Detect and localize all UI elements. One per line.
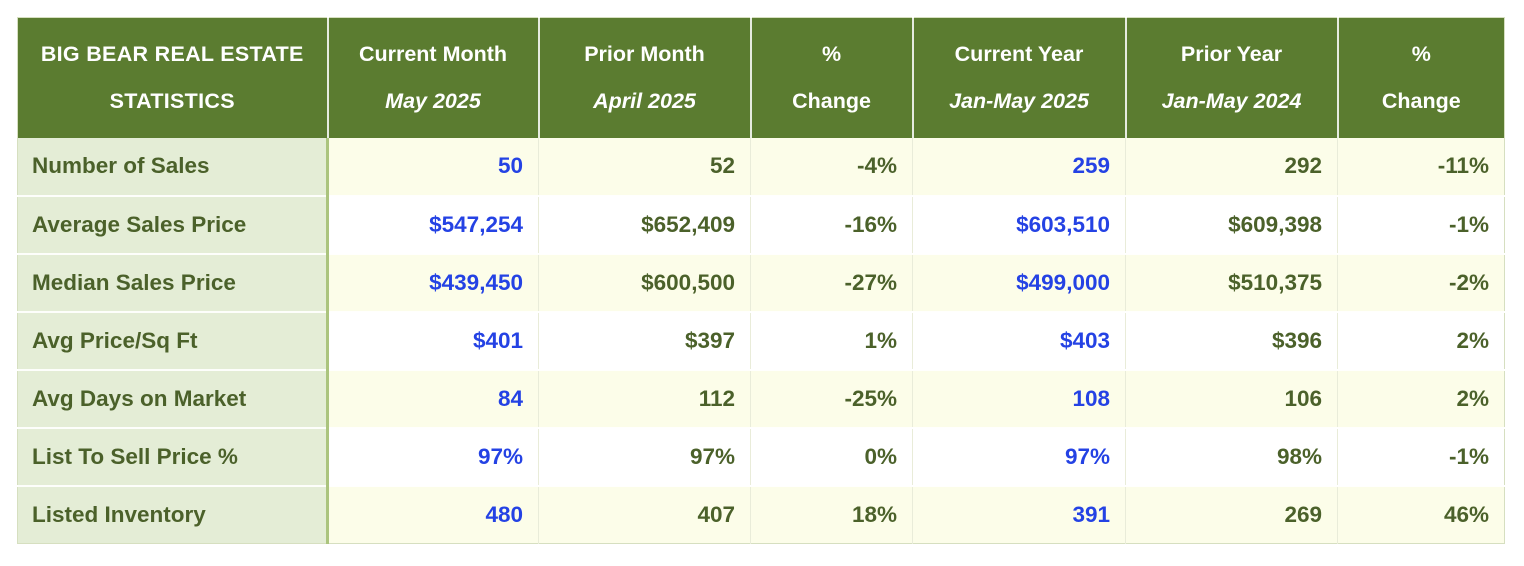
col-sublabel: Change: [1381, 88, 1461, 113]
col-sublabel: April 2025: [593, 88, 696, 113]
col-sublabel: Jan-May 2025: [949, 88, 1089, 113]
col-label: %: [821, 41, 842, 66]
cell-value: 106: [1125, 368, 1338, 428]
cell-value: -1%: [1337, 194, 1505, 254]
row-label: Avg Days on Market: [17, 368, 329, 428]
table-row-avg-price-sqft: Avg Price/Sq Ft $401 $397 1% $403 $396 2…: [17, 310, 1505, 370]
cell-value: 112: [538, 368, 751, 428]
col-header-current-month: Current Month May 2025: [326, 17, 539, 138]
cell-value: 407: [538, 484, 751, 544]
real-estate-stats-table: BIG BEAR REAL ESTATE STATISTICS Current …: [17, 17, 1505, 544]
cell-value: $609,398: [1125, 194, 1338, 254]
col-sublabel: May 2025: [385, 88, 481, 113]
table-title-line2: STATISTICS: [109, 88, 235, 113]
row-label: Avg Price/Sq Ft: [17, 310, 329, 370]
cell-value: 2%: [1337, 310, 1505, 370]
cell-value: 84: [327, 368, 539, 428]
col-header-pct-change-month: % Change: [749, 17, 913, 138]
row-label: List To Sell Price %: [17, 426, 329, 486]
table-row-number-of-sales: Number of Sales 50 52 -4% 259 292 -11%: [17, 137, 1505, 196]
col-header-pct-change-year: % Change: [1336, 17, 1505, 138]
cell-value: 97%: [538, 426, 751, 486]
cell-value: $510,375: [1125, 252, 1338, 312]
cell-value: $600,500: [538, 252, 751, 312]
table-title: BIG BEAR REAL ESTATE STATISTICS: [17, 17, 328, 138]
cell-value: 269: [1125, 484, 1338, 544]
cell-value: 108: [912, 368, 1126, 428]
cell-value: 98%: [1125, 426, 1338, 486]
cell-value: 52: [538, 137, 751, 196]
cell-value: $603,510: [912, 194, 1126, 254]
cell-value: -4%: [750, 137, 913, 196]
cell-value: 97%: [912, 426, 1126, 486]
row-label: Number of Sales: [17, 137, 329, 196]
col-header-current-year: Current Year Jan-May 2025: [911, 17, 1126, 138]
cell-value: -11%: [1337, 137, 1505, 196]
col-label: Current Year: [954, 41, 1084, 66]
cell-value: 259: [912, 137, 1126, 196]
col-label: Prior Month: [584, 41, 705, 66]
cell-value: $401: [327, 310, 539, 370]
col-label: Current Month: [358, 41, 508, 66]
cell-value: 391: [912, 484, 1126, 544]
cell-value: 292: [1125, 137, 1338, 196]
cell-value: $403: [912, 310, 1126, 370]
cell-value: 2%: [1337, 368, 1505, 428]
table-row-average-sales-price: Average Sales Price $547,254 $652,409 -1…: [17, 194, 1505, 254]
col-sublabel: Change: [792, 88, 871, 113]
page: BIG BEAR REAL ESTATE STATISTICS Current …: [17, 17, 1505, 544]
table-title-line1: BIG BEAR REAL ESTATE: [40, 41, 304, 66]
cell-value: 1%: [750, 310, 913, 370]
cell-value: $499,000: [912, 252, 1126, 312]
cell-value: $396: [1125, 310, 1338, 370]
table-row-list-to-sell-price: List To Sell Price % 97% 97% 0% 97% 98% …: [17, 426, 1505, 486]
cell-value: -16%: [750, 194, 913, 254]
cell-value: 46%: [1337, 484, 1505, 544]
col-header-prior-year: Prior Year Jan-May 2024: [1124, 17, 1338, 138]
cell-value: $547,254: [327, 194, 539, 254]
cell-value: 18%: [750, 484, 913, 544]
row-label: Average Sales Price: [17, 194, 329, 254]
cell-value: -2%: [1337, 252, 1505, 312]
col-sublabel: Jan-May 2024: [1161, 88, 1302, 113]
table-row-listed-inventory: Listed Inventory 480 407 18% 391 269 46%: [17, 484, 1505, 544]
col-header-prior-month: Prior Month April 2025: [537, 17, 751, 138]
col-label: Prior Year: [1180, 41, 1283, 66]
header-row: BIG BEAR REAL ESTATE STATISTICS Current …: [17, 17, 1505, 138]
cell-value: -27%: [750, 252, 913, 312]
cell-value: -25%: [750, 368, 913, 428]
cell-value: 97%: [327, 426, 539, 486]
row-label: Median Sales Price: [17, 252, 329, 312]
cell-value: 0%: [750, 426, 913, 486]
cell-value: $652,409: [538, 194, 751, 254]
col-label: %: [1411, 41, 1431, 66]
row-label: Listed Inventory: [17, 484, 329, 544]
cell-value: $397: [538, 310, 751, 370]
table-row-median-sales-price: Median Sales Price $439,450 $600,500 -27…: [17, 252, 1505, 312]
cell-value: -1%: [1337, 426, 1505, 486]
cell-value: 480: [327, 484, 539, 544]
table-row-avg-days-on-market: Avg Days on Market 84 112 -25% 108 106 2…: [17, 368, 1505, 428]
cell-value: 50: [327, 137, 539, 196]
cell-value: $439,450: [327, 252, 539, 312]
